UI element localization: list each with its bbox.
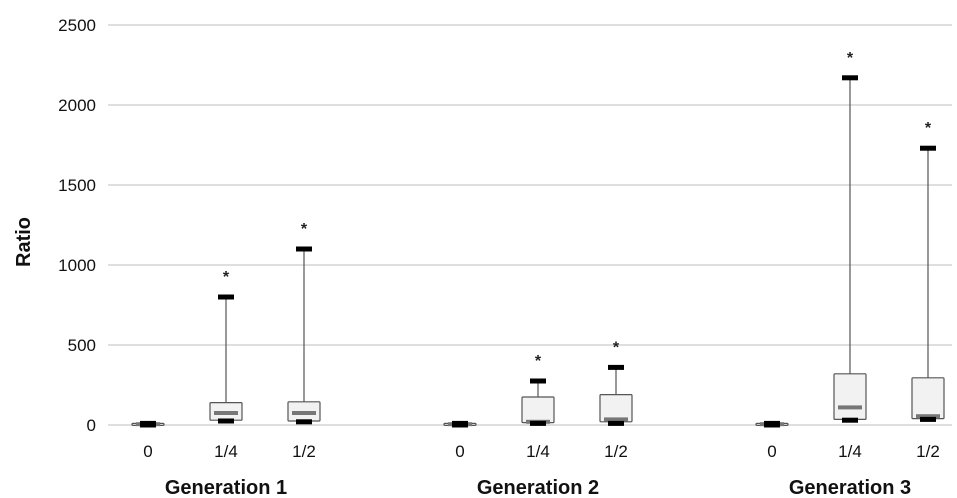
y-tick-label: 1500 [58, 176, 96, 195]
box [911, 377, 945, 420]
y-axis-title: Ratio [13, 217, 35, 267]
category-label: 1/4 [214, 442, 238, 461]
group-labels: Generation 1 Generation 2 Generation 3 [165, 477, 911, 498]
category-label: 1/4 [838, 442, 862, 461]
min-cap [920, 416, 936, 422]
median-line [292, 411, 316, 415]
box-item: * [833, 50, 867, 423]
significance-star: * [613, 339, 620, 356]
y-axis-ticks: 0 500 1000 1500 2000 2500 [58, 16, 96, 435]
group-label: Generation 2 [477, 477, 599, 498]
category-label: 1/2 [292, 442, 316, 461]
max-cap [296, 246, 312, 252]
category-label: 0 [767, 442, 776, 461]
box-item: * [599, 339, 633, 426]
max-cap [218, 294, 234, 300]
significance-star: * [301, 221, 308, 238]
box-item: * [209, 269, 243, 424]
max-cap [920, 145, 936, 151]
category-label: 1/2 [604, 442, 628, 461]
significance-star: * [223, 269, 230, 286]
y-tick-label: 0 [87, 416, 96, 435]
significance-star: * [925, 120, 932, 137]
min-cap [296, 419, 312, 425]
y-tick-label: 500 [68, 336, 96, 355]
y-tick-label: 2500 [58, 16, 96, 35]
min-cap [452, 422, 468, 428]
min-cap [842, 417, 858, 423]
max-cap [842, 75, 858, 81]
box-item: * [911, 120, 945, 422]
category-label: 1/4 [526, 442, 550, 461]
significance-star: * [535, 353, 542, 370]
min-cap [140, 422, 156, 428]
boxes: * * * * * * [131, 50, 945, 428]
max-cap [530, 378, 546, 384]
box-item: * [287, 221, 321, 425]
category-label: 0 [455, 442, 464, 461]
grid-lines [108, 24, 952, 426]
category-label: 0 [143, 442, 152, 461]
y-tick-label: 1000 [58, 256, 96, 275]
group-label: Generation 1 [165, 477, 287, 498]
median-line [214, 411, 238, 415]
min-cap [608, 420, 624, 426]
group-label: Generation 3 [789, 477, 911, 498]
min-cap [530, 420, 546, 426]
box-item [443, 420, 477, 428]
min-cap [218, 418, 234, 424]
median-line [838, 405, 862, 410]
category-label: 1/2 [916, 442, 940, 461]
min-cap [764, 422, 780, 428]
x-axis-labels: 0 1/4 1/2 0 1/4 1/2 0 1/4 1/2 [143, 442, 940, 461]
box-item [755, 420, 789, 428]
box [833, 373, 867, 420]
box [521, 396, 555, 424]
box-item: * [521, 353, 555, 426]
box-item [131, 420, 165, 428]
median-line [604, 417, 628, 422]
y-tick-label: 2000 [58, 96, 96, 115]
max-cap [608, 364, 624, 370]
median-line [916, 414, 940, 419]
significance-star: * [847, 50, 854, 67]
